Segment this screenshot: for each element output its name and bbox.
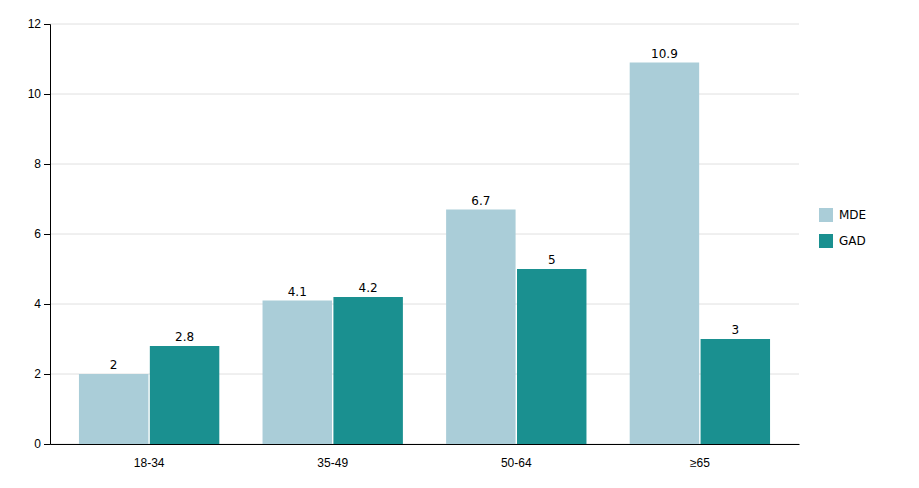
plot: 0 2 4 6 8 10 12 18-34 35-49 50-64 ≥65 2 4.1 6.7 10.9 2.… [28,17,800,470]
bar [517,269,586,444]
legend-label: MDE [839,208,866,222]
data-label: 4.1 [288,285,307,299]
bar [701,339,770,444]
y-tick: 12 [28,17,50,31]
y-tick-mark [44,24,50,25]
y-tick-mark [44,234,50,235]
data-label: 3 [731,323,739,337]
x-tick: 18-34 [134,456,165,470]
x-tick: 50-64 [501,456,532,470]
bar [630,63,699,445]
bar [79,374,148,444]
legend-swatch [819,208,833,222]
x-tick-label: 18-34 [134,456,165,470]
y-tick: 10 [28,87,50,101]
legend-item: MDE [819,208,866,222]
y-tick-mark [44,304,50,305]
y-tick-label: 8 [34,157,41,171]
y-tick: 4 [34,297,50,311]
x-tick-label: ≥65 [690,456,710,470]
y-tick-label: 4 [34,297,41,311]
data-label: 2.8 [175,330,194,344]
chart: 0 2 4 6 8 10 12 18-34 35-49 50-64 ≥65 2 4.1 6.7 10.9 2.… [0,0,919,488]
y-tick-label: 12 [28,17,42,31]
y-tick: 2 [34,367,50,381]
x-tick: 35-49 [317,456,348,470]
grid [50,24,799,444]
legend-swatch [819,234,833,248]
y-tick-label: 0 [34,437,41,451]
bar [333,297,402,444]
bar [263,301,332,445]
y-tick: 8 [34,157,50,171]
x-tick: ≥65 [690,456,710,470]
data-label: 5 [548,253,556,267]
y-tick-mark [44,94,50,95]
legend: MDE GAD [819,208,866,248]
y-axis-line [44,25,51,445]
data-labels: 2 4.1 6.7 10.9 2.8 4.2 5 3 [110,47,739,373]
y-tick: 0 [34,437,50,451]
data-label: 2 [110,358,118,372]
data-label: 4.2 [359,281,378,295]
y-tick: 6 [34,227,50,241]
y-tick-mark [44,374,50,375]
bar [150,346,219,444]
y-tick-label: 10 [28,87,42,101]
y-tick-mark [44,164,50,165]
y-tick-mark [44,444,50,445]
y-tick-label: 2 [34,367,41,381]
legend-item: GAD [819,234,866,248]
x-tick-label: 50-64 [501,456,532,470]
bars [79,63,770,445]
x-axis: 18-34 35-49 50-64 ≥65 [51,445,800,471]
x-axis-line [51,444,800,445]
legend-label: GAD [839,234,866,248]
data-label: 6.7 [471,194,490,208]
data-label: 10.9 [651,47,678,61]
grid-line [50,24,799,25]
bar [446,210,515,445]
x-tick-label: 35-49 [317,456,348,470]
y-axis: 0 2 4 6 8 10 12 [28,17,51,451]
y-tick-label: 6 [34,227,41,241]
